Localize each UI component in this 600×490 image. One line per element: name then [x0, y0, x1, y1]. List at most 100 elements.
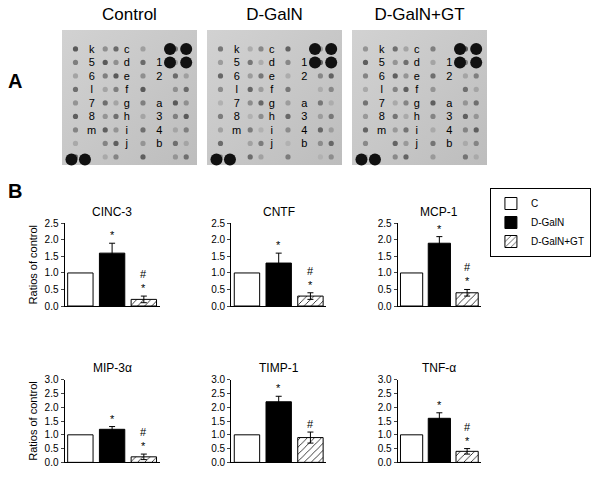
svg-text:c: c	[414, 43, 420, 55]
svg-text:7: 7	[379, 97, 385, 109]
svg-text:8: 8	[379, 110, 385, 122]
svg-text:3: 3	[446, 110, 452, 122]
svg-text:j: j	[415, 137, 418, 149]
svg-text:0.0: 0.0	[45, 301, 59, 312]
svg-text:3.0: 3.0	[378, 374, 392, 385]
svg-text:1.5: 1.5	[211, 251, 225, 262]
svg-text:2.0: 2.0	[378, 234, 392, 245]
svg-text:3.0: 3.0	[45, 374, 59, 385]
svg-text:0.5: 0.5	[211, 443, 225, 454]
svg-text:1.0: 1.0	[378, 429, 392, 440]
svg-text:2.5: 2.5	[45, 218, 59, 229]
svg-text:2: 2	[156, 70, 162, 82]
svg-text:d: d	[124, 56, 130, 68]
svg-text:i: i	[416, 124, 418, 136]
svg-text:d: d	[414, 56, 420, 68]
svg-text:#: #	[307, 418, 314, 430]
svg-text:k: k	[89, 43, 95, 55]
svg-text:*: *	[437, 223, 442, 235]
svg-text:*: *	[110, 413, 115, 425]
svg-text:C: C	[531, 198, 538, 209]
svg-text:0.5: 0.5	[45, 284, 59, 295]
svg-text:2: 2	[446, 70, 452, 82]
svg-text:i: i	[126, 124, 128, 136]
svg-text:1: 1	[156, 56, 162, 68]
svg-text:2.0: 2.0	[211, 234, 225, 245]
svg-text:0.5: 0.5	[378, 284, 392, 295]
svg-text:D-GalN: D-GalN	[246, 5, 303, 24]
svg-text:2.5: 2.5	[211, 218, 225, 229]
svg-text:2.0: 2.0	[211, 402, 225, 413]
svg-text:0.5: 0.5	[211, 284, 225, 295]
svg-text:c: c	[124, 43, 130, 55]
svg-text:h: h	[269, 110, 275, 122]
svg-text:m: m	[87, 124, 96, 136]
svg-text:k: k	[234, 43, 240, 55]
svg-text:5: 5	[379, 56, 385, 68]
svg-text:l: l	[90, 83, 92, 95]
svg-text:b: b	[446, 137, 452, 149]
svg-text:e: e	[414, 70, 420, 82]
svg-text:1.0: 1.0	[211, 429, 225, 440]
svg-text:6: 6	[379, 70, 385, 82]
svg-text:#*: #*	[307, 265, 314, 291]
svg-text:1.0: 1.0	[378, 267, 392, 278]
svg-text:MIP-3α: MIP-3α	[93, 361, 132, 375]
svg-text:TIMP-1: TIMP-1	[259, 361, 299, 375]
svg-text:2.0: 2.0	[45, 402, 59, 413]
svg-text:a: a	[446, 97, 453, 109]
svg-text:1.0: 1.0	[45, 429, 59, 440]
svg-text:c: c	[269, 43, 275, 55]
svg-text:1: 1	[446, 56, 452, 68]
svg-text:f: f	[415, 83, 419, 95]
svg-text:g: g	[269, 97, 275, 109]
svg-text:4: 4	[446, 124, 452, 136]
svg-text:0.0: 0.0	[211, 301, 225, 312]
svg-text:0.0: 0.0	[211, 457, 225, 468]
svg-text:Ratios of control: Ratios of control	[27, 225, 39, 304]
svg-text:f: f	[125, 83, 129, 95]
svg-text:TNF-α: TNF-α	[422, 361, 456, 375]
svg-text:2.5: 2.5	[378, 218, 392, 229]
svg-text:m: m	[377, 124, 386, 136]
svg-text:#*: #*	[464, 261, 471, 287]
svg-text:k: k	[379, 43, 385, 55]
svg-text:e: e	[269, 70, 275, 82]
svg-text:4: 4	[156, 124, 162, 136]
svg-text:l: l	[235, 83, 237, 95]
svg-text:CINC-3: CINC-3	[92, 205, 132, 219]
svg-text:1.5: 1.5	[211, 416, 225, 427]
svg-text:*: *	[437, 399, 442, 411]
svg-text:1.5: 1.5	[378, 416, 392, 427]
svg-text:1.5: 1.5	[378, 251, 392, 262]
svg-text:2.0: 2.0	[378, 402, 392, 413]
svg-text:*: *	[276, 239, 281, 251]
svg-text:i: i	[271, 124, 273, 136]
svg-text:Ratios of control: Ratios of control	[27, 381, 39, 460]
svg-text:2.5: 2.5	[45, 388, 59, 399]
svg-text:d: d	[269, 56, 275, 68]
svg-text:1.0: 1.0	[211, 267, 225, 278]
svg-text:g: g	[414, 97, 420, 109]
svg-text:6: 6	[89, 70, 95, 82]
svg-text:f: f	[270, 83, 274, 95]
svg-text:D-GalN: D-GalN	[531, 217, 564, 228]
svg-text:3: 3	[156, 110, 162, 122]
svg-text:b: b	[301, 137, 307, 149]
svg-text:2.5: 2.5	[211, 388, 225, 399]
svg-text:1.5: 1.5	[45, 251, 59, 262]
svg-text:#*: #*	[464, 421, 471, 447]
svg-text:2: 2	[301, 70, 307, 82]
svg-text:*: *	[276, 382, 281, 394]
svg-text:7: 7	[89, 97, 95, 109]
svg-text:b: b	[156, 137, 162, 149]
svg-text:l: l	[380, 83, 382, 95]
svg-text:1.0: 1.0	[45, 267, 59, 278]
svg-text:3: 3	[301, 110, 307, 122]
svg-text:6: 6	[234, 70, 240, 82]
svg-text:D-GalN+GT: D-GalN+GT	[374, 5, 464, 24]
svg-text:h: h	[414, 110, 420, 122]
svg-text:e: e	[124, 70, 130, 82]
svg-text:Control: Control	[102, 5, 157, 24]
svg-text:5: 5	[89, 56, 95, 68]
